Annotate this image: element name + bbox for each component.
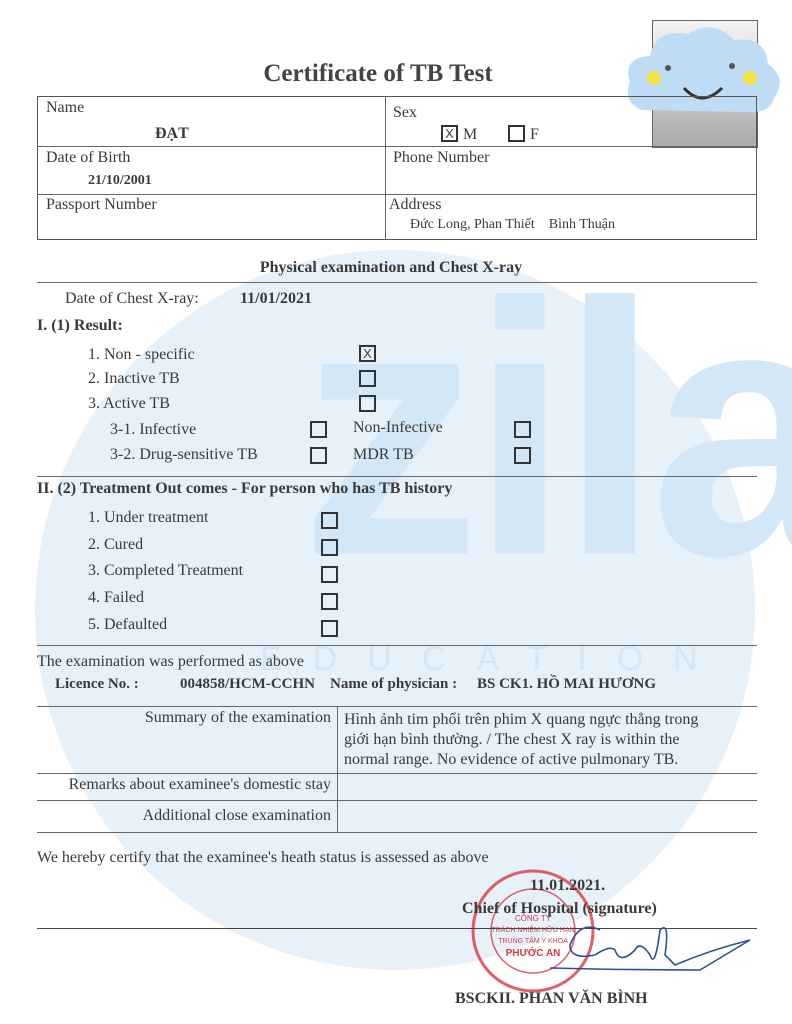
treatment-item: 5. Defaulted (88, 616, 168, 633)
stamp-text: CÔNG TY (515, 914, 552, 923)
physician-value: BS CK1. HỒ MAI HƯƠNG (477, 676, 657, 692)
summary-label: Summary of the examination (144, 709, 331, 726)
physician-label: Name of physician : (330, 676, 458, 692)
sex-m-label: M (463, 126, 478, 143)
watermark-circle (35, 250, 755, 970)
result-heading: I. (1) Result: (37, 317, 123, 334)
watermark-logo: zila (300, 229, 792, 631)
remarks-label: Remarks about examinee's domestic stay (68, 776, 331, 793)
address-label: Address (389, 196, 442, 213)
sex-f-label: F (530, 126, 539, 143)
licence-label: Licence No. : (55, 676, 139, 692)
summary-line: normal range. No evidence of active pulm… (344, 751, 679, 768)
treatment-item: 4. Failed (88, 589, 144, 606)
treatment-checkbox[interactable] (321, 593, 338, 610)
treatment-item: 1. Under treatment (88, 509, 209, 526)
sign-title: Chief of Hospital (signature) (462, 900, 657, 917)
licence-value: 004858/HCM-CCHN (180, 676, 315, 692)
result-sub-item: Non-Infective (353, 419, 443, 436)
stamp-text: TRÁCH NHIỆM HỮU HẠN (491, 925, 574, 934)
xray-date-value: 11/01/2021 (240, 290, 313, 307)
summary-line: giới hạn bình thường. / The chest X ray … (344, 731, 680, 748)
watermark-sub: EDUCATION (260, 640, 728, 678)
stamp-text: TRUNG TÂM Y KHOA (498, 936, 568, 945)
name-value: ĐẠT (155, 125, 189, 142)
treatment-checkbox[interactable] (321, 566, 338, 583)
result-checkbox[interactable]: X (359, 345, 376, 362)
personal-info-table (37, 96, 757, 240)
phone-label: Phone Number (393, 149, 490, 166)
treatment-item: 2. Cured (88, 536, 144, 553)
stamp-text: PHƯỚC AN (506, 946, 561, 959)
cloud-sticker (627, 27, 780, 113)
result-checkbox[interactable] (514, 421, 531, 438)
result-sub-item: 3-1. Infective (110, 421, 197, 438)
result-checkbox[interactable] (310, 447, 327, 464)
sign-date: 11.01.2021. (530, 877, 606, 894)
hospital-stamp: CÔNG TY TRÁCH NHIỆM HỮU HẠN TRUNG TÂM Y … (471, 869, 595, 993)
treatment-heading: II. (2) Treatment Out comes - For person… (37, 480, 453, 497)
passport-label: Passport Number (46, 196, 157, 213)
sex-f-checkbox[interactable] (508, 125, 525, 142)
sex-m-checkbox[interactable]: X (441, 125, 458, 142)
treatment-checkbox[interactable] (321, 539, 338, 556)
result-checkbox[interactable] (310, 421, 327, 438)
certify-text: We hereby certify that the examinee's he… (37, 849, 489, 866)
result-checkbox[interactable] (514, 447, 531, 464)
xray-date-label: Date of Chest X-ray: (65, 290, 199, 307)
dob-label: Date of Birth (46, 149, 131, 166)
result-checkbox[interactable] (359, 395, 376, 412)
result-checkbox[interactable] (359, 370, 376, 387)
sex-label: Sex (393, 104, 417, 121)
dob-value: 21/10/2001 (88, 173, 152, 188)
name-label: Name (46, 99, 85, 116)
section-title: Physical examination and Chest X-ray (259, 259, 523, 276)
address-value: Đức Long, Phan Thiết Bình Thuận (410, 217, 615, 232)
result-item: 2. Inactive TB (88, 370, 180, 387)
performed-text: The examination was performed as above (37, 653, 305, 670)
result-item: 3. Active TB (88, 395, 170, 412)
summary-line: Hình ảnh tim phổi trên phim X quang ngực… (344, 711, 699, 728)
signature (549, 926, 751, 971)
treatment-checkbox[interactable] (321, 620, 338, 637)
summary-value: Hình ảnh tim phổi trên phim X quang ngực… (344, 710, 698, 770)
treatment-item: 3. Completed Treatment (88, 562, 244, 579)
page-title: Certificate of TB Test (263, 60, 493, 87)
result-sub-item: 3-2. Drug-sensitive TB (110, 446, 258, 463)
result-sub-item: MDR TB (353, 446, 414, 463)
signer-name: BSCKII. PHAN VĂN BÌNH (455, 990, 648, 1007)
result-item: 1. Non - specific (88, 346, 195, 363)
additional-label: Additional close examination (142, 807, 331, 824)
treatment-checkbox[interactable] (321, 512, 338, 529)
